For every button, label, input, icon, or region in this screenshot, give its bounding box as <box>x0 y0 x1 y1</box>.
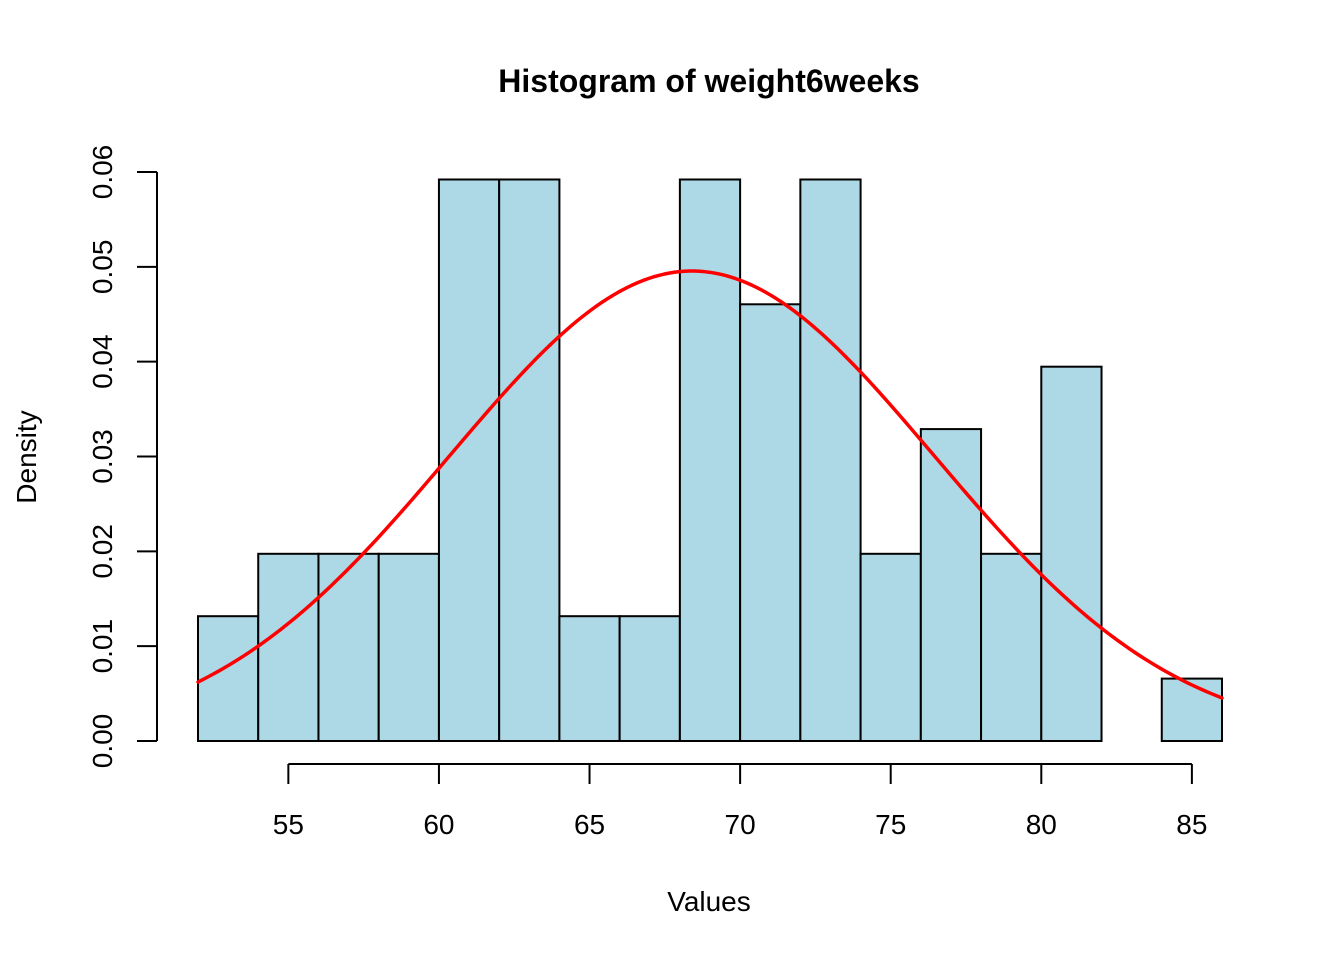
histogram-bar-13 <box>980 552 1043 743</box>
histogram-bars <box>197 178 1223 743</box>
histogram-bar-10 <box>799 178 862 743</box>
x-axis: 55 60 65 70 75 80 85 <box>273 763 1207 840</box>
y-tick-label-1: 0.01 <box>87 619 118 674</box>
x-tick-label-6: 85 <box>1176 809 1207 840</box>
x-tick-label-5: 80 <box>1026 809 1057 840</box>
density-curve-layer <box>196 269 1224 700</box>
histogram-bar-5 <box>498 178 561 743</box>
histogram-bar-8 <box>678 178 742 743</box>
histogram-bar-14 <box>1040 365 1103 742</box>
y-tick-label-2: 0.02 <box>87 524 118 579</box>
histogram-bar-6 <box>558 615 621 743</box>
histogram-bar-11 <box>859 552 922 743</box>
histogram-bar-3 <box>377 552 440 743</box>
histogram-bar-12 <box>919 428 983 742</box>
x-axis-label: Values <box>667 886 751 917</box>
histogram-bar-1 <box>257 552 320 743</box>
y-tick-label-5: 0.05 <box>87 240 118 295</box>
x-tick-label-2: 65 <box>574 809 605 840</box>
histogram-bar-9 <box>739 303 802 742</box>
y-axis: 0.00 0.01 0.02 0.03 0.04 0.05 0.06 <box>87 145 158 769</box>
histogram-bar-16 <box>1160 677 1223 743</box>
chart-title: Histogram of weight6weeks <box>498 63 919 99</box>
y-tick-label-0: 0.00 <box>87 714 118 769</box>
y-tick-label-6: 0.06 <box>87 145 118 200</box>
normal-density-curve <box>196 269 1224 700</box>
y-tick-label-3: 0.03 <box>87 429 118 484</box>
histogram-bar-2 <box>317 552 380 743</box>
x-tick-label-4: 75 <box>875 809 906 840</box>
histogram-bar-7 <box>618 615 681 743</box>
y-axis-label: Density <box>11 410 42 503</box>
x-tick-label-0: 55 <box>273 809 304 840</box>
x-tick-label-3: 70 <box>725 809 756 840</box>
y-tick-label-4: 0.04 <box>87 334 118 389</box>
x-tick-label-1: 60 <box>423 809 454 840</box>
histogram-bar-4 <box>437 178 501 743</box>
